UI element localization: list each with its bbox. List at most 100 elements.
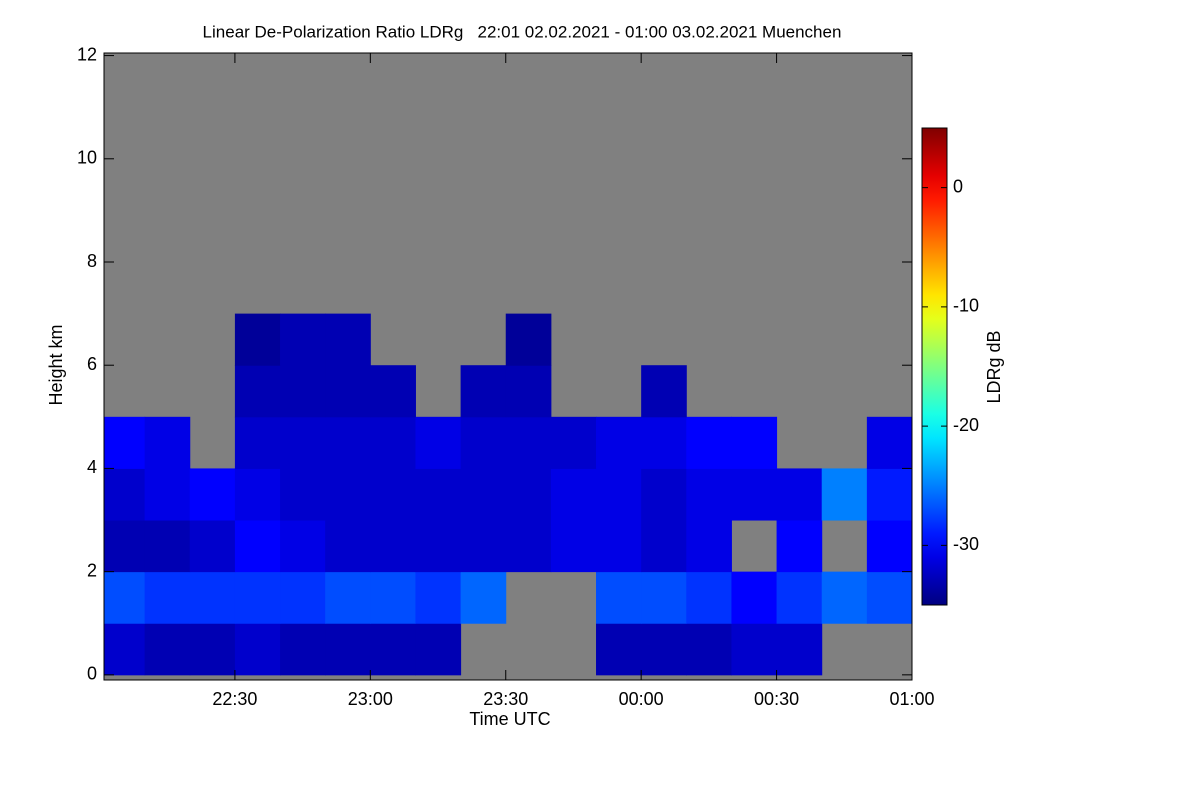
heat-cell (460, 571, 507, 624)
heat-cell (189, 520, 236, 573)
heat-cell (686, 416, 732, 469)
heat-cell (641, 416, 687, 469)
heat-cell (280, 313, 326, 366)
heat-cell (596, 468, 642, 521)
heat-cell (280, 520, 326, 573)
heat-cell (505, 313, 552, 366)
y-tick-label: 6 (87, 354, 97, 374)
heat-cell (415, 571, 462, 624)
heat-cell (325, 416, 371, 469)
heat-cell (686, 623, 732, 676)
heat-cell (189, 623, 236, 676)
heat-cell (189, 571, 236, 624)
heat-cell (280, 623, 326, 676)
heat-cell (104, 468, 146, 521)
heat-cell (505, 416, 552, 469)
heat-cell (370, 571, 416, 624)
heat-cell (505, 365, 552, 418)
chart-title: Linear De-Polarization Ratio LDRg 22:01 … (203, 22, 842, 41)
heat-cell (325, 520, 371, 573)
heat-cell (821, 468, 868, 521)
heat-cell (234, 623, 281, 676)
heat-cell (325, 571, 371, 624)
heat-cell (370, 468, 416, 521)
heat-cell (144, 520, 191, 573)
heat-cell (731, 416, 778, 469)
heat-cell (776, 468, 823, 521)
heat-cell (866, 520, 913, 573)
heat-cell (866, 416, 913, 469)
heat-cell (144, 468, 191, 521)
heat-cell (280, 468, 326, 521)
heat-cell (505, 520, 552, 573)
heat-cell (234, 571, 281, 624)
heat-cell (144, 416, 191, 469)
heat-cell (189, 468, 236, 521)
colorbar-tick-label: 0 (953, 176, 963, 196)
heat-cell (596, 571, 642, 624)
y-tick-label: 0 (87, 664, 97, 684)
heat-cell (596, 416, 642, 469)
heat-cell (776, 623, 823, 676)
heat-cell (325, 468, 371, 521)
heat-cell (641, 365, 687, 418)
heat-cell (234, 520, 281, 573)
heat-cell (104, 571, 146, 624)
x-tick-label: 01:00 (889, 689, 934, 709)
heat-cell (415, 468, 462, 521)
heat-cell (460, 468, 507, 521)
x-tick-label: 22:30 (212, 689, 257, 709)
heat-cell (460, 520, 507, 573)
colorbar-label: LDRg dB (984, 330, 1004, 403)
heat-cell (641, 571, 687, 624)
heat-cell (325, 365, 371, 418)
heat-cell (866, 468, 913, 521)
heat-cell (641, 468, 687, 521)
heat-cell (415, 416, 462, 469)
heat-cell (280, 571, 326, 624)
heat-cell (776, 520, 823, 573)
heat-cell (686, 571, 732, 624)
y-tick-label: 12 (77, 44, 97, 64)
heat-cell (104, 520, 146, 573)
heat-cell (550, 520, 597, 573)
heat-cell (144, 571, 191, 624)
y-axis-label: Height km (46, 324, 66, 405)
heat-cell (325, 313, 371, 366)
heat-cell (731, 468, 778, 521)
colorbar-tick-label: -20 (953, 415, 979, 435)
heat-cell (370, 416, 416, 469)
y-tick-label: 8 (87, 251, 97, 271)
heat-cell (234, 313, 281, 366)
heat-cell (731, 623, 778, 676)
heat-cell (234, 365, 281, 418)
heat-cell (415, 623, 462, 676)
heat-cell (866, 571, 913, 624)
heat-cell (641, 623, 687, 676)
heat-cell (776, 571, 823, 624)
heat-cell (104, 623, 146, 676)
heat-cell (104, 416, 146, 469)
heat-cell (731, 571, 778, 624)
heat-cell (280, 416, 326, 469)
heat-cell (821, 571, 868, 624)
x-tick-label: 00:30 (754, 689, 799, 709)
heat-cell (505, 468, 552, 521)
heat-cell (144, 623, 191, 676)
heat-cell (370, 623, 416, 676)
heat-cell (280, 365, 326, 418)
heat-cell (370, 520, 416, 573)
y-tick-label: 4 (87, 457, 97, 477)
heat-cell (460, 416, 507, 469)
y-tick-label: 2 (87, 560, 97, 580)
heat-cell (415, 520, 462, 573)
heat-cell (370, 365, 416, 418)
heat-cell (550, 416, 597, 469)
heat-cell (234, 468, 281, 521)
heat-cell (596, 623, 642, 676)
heat-cell (686, 468, 732, 521)
heat-cell (641, 520, 687, 573)
heat-cell (460, 365, 507, 418)
heat-cell (686, 520, 732, 573)
